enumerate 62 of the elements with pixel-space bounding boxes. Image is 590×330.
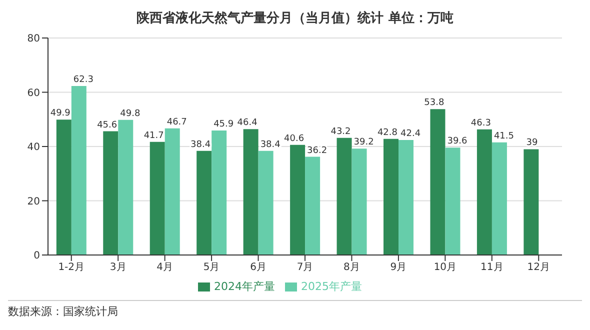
data-label: 49.8 [120,108,140,119]
bar [352,148,367,255]
y-tick-label: 60 [27,88,40,99]
x-tick-label: 7月 [296,262,314,274]
chart-title: 陕西省液化天然气产量分月（当月值）统计 单位：万吨 [136,10,454,28]
bar [336,138,352,255]
x-tick-label: 8月 [344,262,360,274]
bar [56,120,72,255]
data-label: 39.2 [354,138,374,148]
data-label: 39 [526,138,538,148]
data-label: 38.4 [190,140,211,150]
bar [398,140,414,255]
data-label: 45.9 [214,119,234,130]
bar [524,149,539,255]
data-label: 46.4 [237,118,258,128]
legend-label: 2025年产量 [301,280,362,293]
data-label: 41.7 [144,130,164,141]
bar [212,130,227,255]
bar [476,129,492,255]
bar [430,109,446,255]
x-tick-label: 1-2月 [58,262,85,274]
bar [103,131,118,255]
x-tick-label: 5月 [203,262,220,274]
data-label: 43.2 [330,126,351,137]
bar [196,150,212,255]
x-tick-label: 12月 [527,262,550,274]
bar [290,144,306,255]
data-label: 53.8 [424,98,444,108]
data-label: 40.6 [284,134,304,144]
data-label: 41.5 [494,131,514,142]
data-label: 39.6 [447,136,468,147]
x-tick-label: 3月 [110,262,126,274]
x-tick-label: 11月 [480,262,504,274]
data-label: 45.6 [97,120,118,130]
source-note: 数据来源：国家统计局 [8,304,118,319]
bar [384,138,398,255]
data-label: 38.4 [260,140,281,150]
x-tick-label: 9月 [390,262,407,274]
y-tick-label: 20 [27,196,40,208]
bar [492,142,507,255]
data-label: 46.3 [470,118,491,128]
legend-label: 2024年产量 [214,280,275,293]
y-tick-label: 40 [27,142,40,154]
data-label: 42.4 [400,128,421,139]
bar [164,128,180,255]
x-tick-label: 4月 [156,262,174,274]
y-tick-label: 80 [27,34,40,45]
bar [71,86,86,255]
x-tick-label: 6月 [250,262,266,274]
bar [150,142,165,255]
bar [118,120,134,255]
bar [445,148,460,255]
data-label: 46.7 [166,117,187,128]
data-label: 42.8 [377,128,398,138]
bar [258,150,274,255]
bar [243,129,258,255]
data-label: 49.9 [50,108,71,119]
x-tick-label: 10月 [434,262,457,274]
data-label: 36.2 [307,146,328,156]
bar [305,156,320,255]
y-tick-label: 0 [34,250,40,262]
data-label: 62.3 [73,75,94,86]
